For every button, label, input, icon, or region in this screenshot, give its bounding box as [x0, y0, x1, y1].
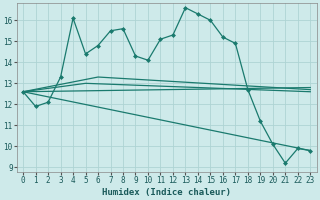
X-axis label: Humidex (Indice chaleur): Humidex (Indice chaleur) — [102, 188, 231, 197]
